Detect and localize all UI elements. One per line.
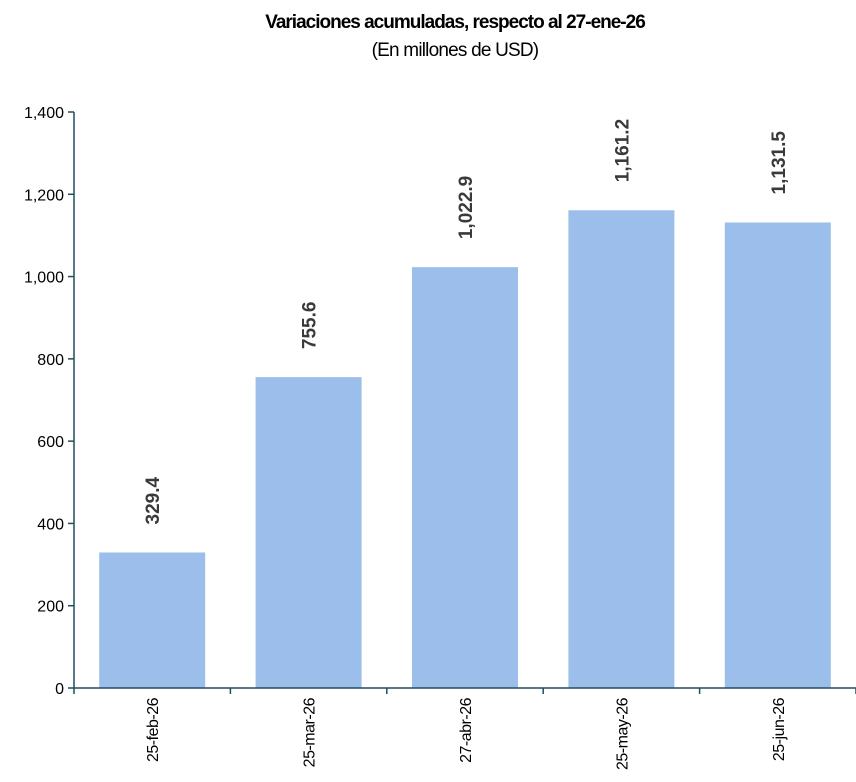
y-tick-label: 400 [37,516,64,533]
data-label: 1,022.9 [456,176,477,239]
x-tick-label: 25-feb-26 [145,697,162,762]
x-tick-label: 25-jun-26 [771,697,788,761]
y-tick-label: 800 [37,352,64,369]
x-tick-label: 27-abr-26 [458,697,475,762]
data-label: 1,131.5 [769,131,790,195]
y-tick-label: 1,200 [24,187,64,204]
data-label: 755.6 [300,302,321,350]
data-label: 329.4 [143,476,164,524]
y-tick-label: 600 [37,434,64,451]
bar [568,210,675,688]
y-tick-label: 0 [55,681,64,698]
data-label: 1,161.2 [612,119,633,182]
x-tick-label: 25-mar-26 [302,697,319,767]
chart-title: Variaciones acumuladas, respecto al 27-e… [265,12,646,33]
bar [255,377,362,688]
bar [724,222,831,688]
x-tick-label: 25-may-26 [614,697,631,770]
y-tick-label: 1,000 [24,270,64,287]
bar [99,552,206,688]
y-tick-label: 200 [37,599,64,616]
bar [412,267,518,688]
chart-subtitle: (En millones de USD) [371,40,539,61]
y-tick-label: 1,400 [24,105,64,122]
